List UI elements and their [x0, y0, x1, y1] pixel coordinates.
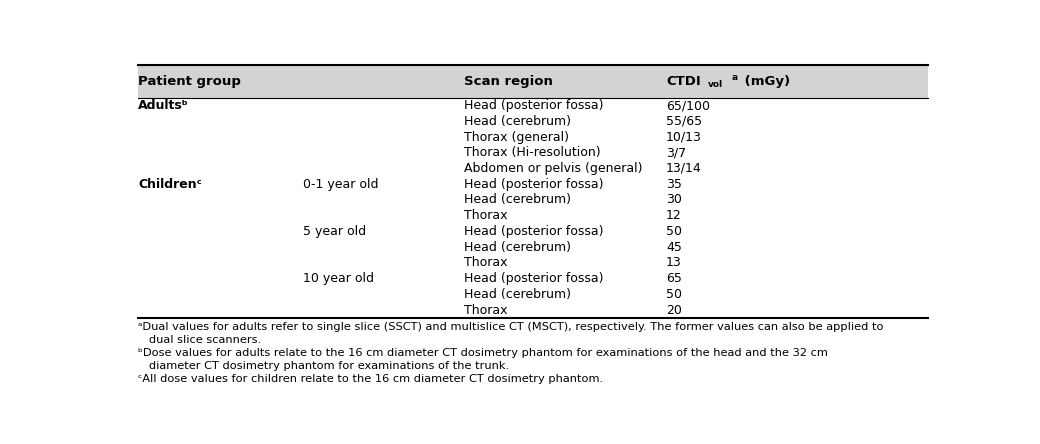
Text: Patient group: Patient group: [138, 75, 241, 88]
Text: 65/100: 65/100: [666, 99, 710, 112]
Text: diameter CT dosimetry phantom for examinations of the trunk.: diameter CT dosimetry phantom for examin…: [138, 361, 510, 371]
Text: a: a: [732, 73, 738, 82]
Text: Abdomen or pelvis (general): Abdomen or pelvis (general): [465, 162, 643, 175]
Bar: [138, 65, 928, 98]
Text: 0-1 year old: 0-1 year old: [304, 178, 379, 191]
Text: CTDI: CTDI: [666, 75, 701, 88]
Text: 45: 45: [666, 241, 682, 254]
Text: (mGy): (mGy): [740, 75, 790, 88]
Text: 20: 20: [666, 304, 682, 317]
Text: Head (cerebrum): Head (cerebrum): [465, 241, 572, 254]
Text: vol: vol: [708, 80, 723, 89]
Text: 55/65: 55/65: [666, 115, 702, 128]
Text: Thorax: Thorax: [465, 304, 508, 317]
Text: 35: 35: [666, 178, 682, 191]
Text: Adultsᵇ: Adultsᵇ: [138, 99, 189, 112]
Text: Thorax (Hi-resolution): Thorax (Hi-resolution): [465, 146, 601, 159]
Text: Scan region: Scan region: [465, 75, 553, 88]
Text: Head (posterior fossa): Head (posterior fossa): [465, 178, 604, 191]
Text: 3/7: 3/7: [666, 146, 686, 159]
Text: 50: 50: [666, 225, 682, 238]
Text: Childrenᶜ: Childrenᶜ: [138, 178, 202, 191]
Text: ᵇDose values for adults relate to the 16 cm diameter CT dosimetry phantom for ex: ᵇDose values for adults relate to the 16…: [138, 348, 828, 358]
Text: 50: 50: [666, 288, 682, 301]
Text: ᶜAll dose values for children relate to the 16 cm diameter CT dosimetry phantom.: ᶜAll dose values for children relate to …: [138, 374, 603, 384]
Text: ᵃDual values for adults refer to single slice (SSCT) and multislice CT (MSCT), r: ᵃDual values for adults refer to single …: [138, 322, 884, 332]
Text: Head (cerebrum): Head (cerebrum): [465, 194, 572, 206]
Text: 12: 12: [666, 209, 682, 222]
Text: 30: 30: [666, 194, 682, 206]
Text: Thorax: Thorax: [465, 256, 508, 270]
Text: 5 year old: 5 year old: [304, 225, 366, 238]
Text: Head (cerebrum): Head (cerebrum): [465, 115, 572, 128]
Text: 10/13: 10/13: [666, 131, 702, 143]
Text: Head (cerebrum): Head (cerebrum): [465, 288, 572, 301]
Text: Head (posterior fossa): Head (posterior fossa): [465, 272, 604, 285]
Text: Thorax: Thorax: [465, 209, 508, 222]
Text: 13: 13: [666, 256, 682, 270]
Text: dual slice scanners.: dual slice scanners.: [138, 335, 261, 345]
Text: Thorax (general): Thorax (general): [465, 131, 570, 143]
Text: Head (posterior fossa): Head (posterior fossa): [465, 225, 604, 238]
Text: Head (posterior fossa): Head (posterior fossa): [465, 99, 604, 112]
Text: 10 year old: 10 year old: [304, 272, 374, 285]
Text: 65: 65: [666, 272, 682, 285]
Text: 13/14: 13/14: [666, 162, 702, 175]
